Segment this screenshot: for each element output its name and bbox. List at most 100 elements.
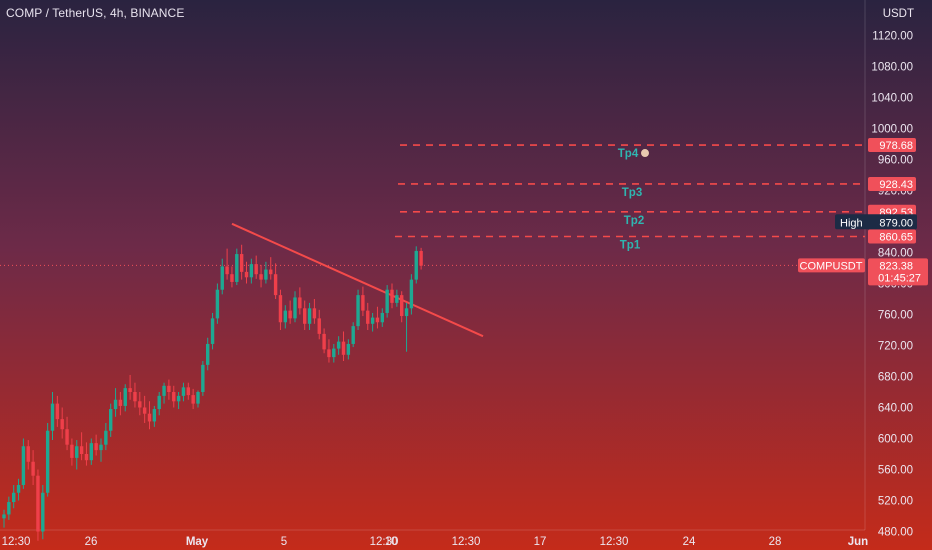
candle-body[interactable] bbox=[60, 419, 64, 430]
candle-body[interactable] bbox=[370, 317, 375, 324]
candle-body[interactable] bbox=[414, 250, 418, 280]
candle-body[interactable] bbox=[36, 475, 40, 532]
candle-body[interactable] bbox=[259, 274, 263, 280]
candle-body[interactable] bbox=[142, 407, 147, 414]
candle-body[interactable] bbox=[167, 385, 171, 392]
candle-body[interactable] bbox=[113, 399, 118, 410]
candle-body[interactable] bbox=[133, 392, 137, 402]
candle-body[interactable] bbox=[215, 289, 220, 319]
candle-body[interactable] bbox=[307, 308, 312, 324]
candle-body[interactable] bbox=[390, 289, 394, 303]
candle-body[interactable] bbox=[230, 274, 234, 282]
candle-body[interactable] bbox=[172, 392, 176, 402]
candle-body[interactable] bbox=[79, 446, 84, 454]
candle-body[interactable] bbox=[400, 295, 404, 317]
candle-body[interactable] bbox=[128, 388, 132, 392]
time-tick-label: 10 bbox=[385, 536, 398, 548]
chart-title: COMP / TetherUS, 4h, BINANCE bbox=[6, 6, 185, 20]
candle-body[interactable] bbox=[235, 254, 239, 282]
candle-body[interactable] bbox=[152, 409, 157, 422]
currency-label: USDT bbox=[883, 8, 914, 20]
candle-body[interactable] bbox=[99, 444, 103, 451]
candle-body[interactable] bbox=[65, 429, 69, 445]
candle-body[interactable] bbox=[123, 388, 127, 406]
price-tick-label: 480.00 bbox=[878, 527, 913, 539]
candle-body[interactable] bbox=[26, 446, 30, 462]
trendline[interactable] bbox=[231, 222, 484, 338]
candle-body[interactable] bbox=[298, 297, 302, 309]
target-label-tp3: Tp3 bbox=[622, 187, 642, 199]
candle-body[interactable] bbox=[336, 341, 341, 349]
candle-body[interactable] bbox=[366, 310, 370, 324]
candle-body[interactable] bbox=[181, 387, 186, 396]
candle-body[interactable] bbox=[70, 444, 74, 458]
candle-body[interactable] bbox=[375, 317, 380, 323]
candle-body[interactable] bbox=[380, 312, 384, 323]
candle-body[interactable] bbox=[118, 399, 123, 406]
candle-body[interactable] bbox=[201, 364, 205, 392]
candle-body[interactable] bbox=[293, 297, 297, 319]
candle-body[interactable] bbox=[196, 392, 200, 404]
candle-body[interactable] bbox=[206, 343, 210, 365]
candle-body[interactable] bbox=[385, 289, 389, 313]
candle-body[interactable] bbox=[55, 403, 60, 420]
candle-body[interactable] bbox=[269, 269, 273, 275]
symbol-badge bbox=[798, 258, 865, 273]
candle-body[interactable] bbox=[327, 349, 331, 358]
candle-body[interactable] bbox=[220, 266, 224, 290]
candle-body[interactable] bbox=[162, 385, 166, 396]
candle-body[interactable] bbox=[395, 295, 399, 303]
candle-body[interactable] bbox=[312, 308, 317, 319]
candle-body[interactable] bbox=[244, 271, 249, 278]
candle-body[interactable] bbox=[21, 446, 26, 485]
candle-body[interactable] bbox=[12, 492, 16, 503]
candle-body[interactable] bbox=[186, 387, 190, 396]
candle-body[interactable] bbox=[356, 295, 360, 327]
candle-body[interactable] bbox=[210, 318, 215, 344]
candle-body[interactable] bbox=[346, 343, 351, 355]
candle-body[interactable] bbox=[288, 310, 292, 319]
candle-body[interactable] bbox=[89, 443, 93, 461]
candle-body[interactable] bbox=[31, 461, 35, 476]
candle-body[interactable] bbox=[50, 403, 55, 431]
candle-body[interactable] bbox=[2, 514, 6, 519]
candle-body[interactable] bbox=[157, 395, 161, 410]
high-badge-label: High bbox=[840, 217, 863, 229]
candle-body[interactable] bbox=[351, 326, 355, 344]
candle-body[interactable] bbox=[109, 409, 113, 431]
candle-body[interactable] bbox=[104, 430, 108, 445]
candle-body[interactable] bbox=[176, 395, 181, 402]
candle-body[interactable] bbox=[341, 341, 346, 355]
candle-body[interactable] bbox=[75, 446, 79, 458]
candle-body[interactable] bbox=[317, 318, 321, 334]
candle-body[interactable] bbox=[239, 254, 244, 272]
candle-body[interactable] bbox=[264, 269, 268, 280]
candle-body[interactable] bbox=[225, 266, 229, 275]
target-price-badge-text: 860.65 bbox=[879, 231, 913, 243]
candle-body[interactable] bbox=[94, 443, 98, 451]
candle-body[interactable] bbox=[254, 264, 258, 275]
candle-body[interactable] bbox=[138, 401, 142, 408]
candle-body[interactable] bbox=[278, 295, 283, 323]
candle-body[interactable] bbox=[16, 485, 21, 493]
candle-body[interactable] bbox=[191, 395, 195, 404]
candle-body[interactable] bbox=[147, 413, 152, 422]
candle-body[interactable] bbox=[7, 502, 11, 515]
candle-body[interactable] bbox=[84, 454, 89, 461]
candle-body[interactable] bbox=[41, 492, 45, 532]
candle-body[interactable] bbox=[273, 274, 278, 296]
time-tick-label: 12:30 bbox=[600, 536, 629, 548]
candle-body[interactable] bbox=[303, 308, 307, 324]
candle-body[interactable] bbox=[249, 264, 254, 278]
candle-body[interactable] bbox=[404, 308, 409, 317]
candle-body[interactable] bbox=[332, 348, 336, 358]
candle-body[interactable] bbox=[45, 430, 50, 493]
candle-body[interactable] bbox=[283, 310, 287, 323]
candle-body[interactable] bbox=[322, 333, 326, 350]
candle-body[interactable] bbox=[419, 250, 423, 266]
candle-body[interactable] bbox=[409, 279, 414, 309]
candle-body[interactable] bbox=[361, 295, 365, 311]
